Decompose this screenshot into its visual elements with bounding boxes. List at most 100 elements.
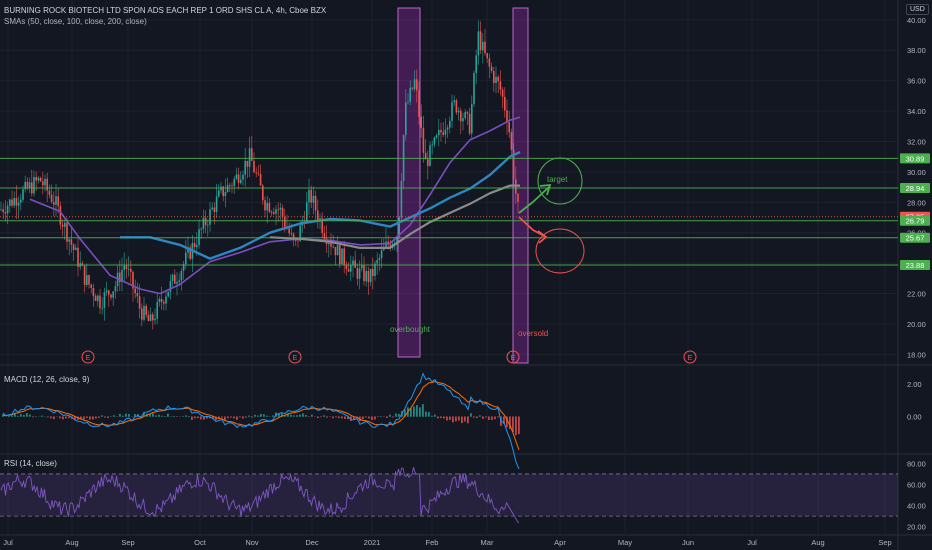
level-badge-label: 28.94: [906, 184, 925, 193]
rsi-tick-label: 40.00: [907, 502, 926, 511]
time-tick-label: Mar: [481, 538, 494, 547]
candle-body: [136, 293, 139, 297]
candle-body: [211, 207, 213, 210]
macd-histogram-bar: [164, 416, 166, 417]
candle-body: [312, 195, 315, 203]
candle-body: [330, 243, 332, 247]
time-tick-label: Aug: [811, 538, 824, 547]
candle-body: [55, 196, 57, 205]
candle-body: [248, 148, 251, 167]
candle-body: [466, 112, 469, 114]
candle-body: [119, 272, 121, 282]
macd-histogram-bar: [218, 416, 220, 419]
rsi-tick-label: 60.00: [907, 480, 926, 489]
macd-histogram-bar: [251, 416, 253, 418]
candle-body: [367, 270, 370, 283]
candle-body: [455, 100, 458, 113]
macd-histogram-bar: [284, 415, 286, 417]
candle-body: [372, 268, 374, 277]
macd-histogram-bar: [437, 416, 439, 419]
candle-body: [484, 41, 486, 54]
candle-body: [400, 181, 403, 218]
currency-label[interactable]: USD: [906, 4, 929, 15]
earnings-marker: [506, 350, 520, 364]
candle-body: [66, 222, 68, 242]
candle-body: [416, 79, 418, 91]
macd-histogram-bar: [467, 416, 469, 424]
macd-histogram-bar: [308, 416, 310, 418]
macd-histogram-bar: [389, 414, 391, 417]
candle-body: [48, 190, 51, 195]
candle-body: [471, 104, 473, 134]
candle-body: [341, 248, 343, 265]
macd-histogram-bar: [293, 415, 295, 417]
macd-histogram-bar: [509, 416, 511, 429]
candle-body: [299, 225, 301, 242]
macd-histogram-bar: [377, 416, 379, 418]
macd-histogram-bar: [2, 414, 4, 417]
candle-body: [477, 31, 480, 56]
candle-body: [253, 160, 255, 173]
sma-line-gray: [269, 184, 520, 249]
candle-body: [200, 228, 202, 230]
candle-body: [218, 190, 220, 197]
candle-body: [363, 265, 365, 282]
candle-body: [449, 120, 451, 128]
macd-histogram-bar: [488, 416, 490, 420]
earnings-marker: [683, 350, 697, 364]
candle-body: [90, 284, 92, 288]
candle-body: [314, 195, 317, 211]
macd-histogram-bar: [41, 415, 43, 417]
macd-histogram-bar: [140, 415, 142, 417]
macd-histogram-bar: [35, 416, 37, 417]
macd-histogram-bar: [107, 416, 109, 419]
candle-body: [246, 160, 249, 167]
time-tick-label: Jul: [3, 538, 13, 547]
candle-body: [453, 100, 455, 103]
macd-histogram-bar: [353, 416, 355, 420]
candle-body: [83, 265, 86, 285]
macd-histogram-bar: [89, 416, 91, 420]
candle-body: [171, 274, 174, 281]
candle-body: [141, 308, 143, 320]
macd-histogram-bar: [350, 416, 352, 421]
macd-histogram-bar: [518, 416, 520, 435]
candle-body: [288, 228, 290, 234]
candle-body: [413, 79, 416, 89]
candle-body: [160, 298, 163, 302]
candle-body: [57, 196, 59, 206]
candle-body: [257, 173, 260, 175]
time-tick-label: Sep: [878, 538, 891, 547]
price-tick-label: 32.00: [907, 137, 926, 146]
candle-body: [77, 247, 79, 267]
macd-histogram-bar: [473, 416, 475, 418]
candle-body: [231, 185, 233, 187]
macd-histogram-bar: [206, 416, 208, 419]
candle-body: [24, 181, 26, 190]
macd-histogram-bar: [434, 414, 436, 417]
downside-arrow-head: [537, 230, 548, 244]
candle-body: [266, 202, 268, 211]
macd-histogram-bar: [422, 404, 424, 417]
macd-histogram-bar: [254, 414, 256, 417]
candle-body: [132, 271, 134, 289]
candle-body: [50, 194, 53, 202]
macd-histogram-bar: [335, 416, 337, 418]
rsi-tick-label: 80.00: [907, 459, 926, 468]
candle-body: [202, 217, 205, 229]
macd-histogram-bar: [242, 416, 244, 419]
macd-histogram-bar: [230, 416, 232, 418]
macd-histogram-bar: [26, 413, 28, 417]
macd-histogram-bar: [374, 416, 376, 420]
candle-body: [251, 148, 253, 161]
candle-body: [174, 274, 176, 284]
candle-body: [273, 212, 275, 214]
macd-histogram-bar: [104, 416, 106, 418]
macd-histogram-bar: [68, 416, 70, 419]
candle-body: [495, 76, 497, 83]
macd-histogram-bar: [311, 414, 313, 417]
macd-histogram-bar: [449, 416, 451, 420]
macd-histogram-bar: [410, 408, 412, 417]
candle-body: [297, 240, 299, 242]
